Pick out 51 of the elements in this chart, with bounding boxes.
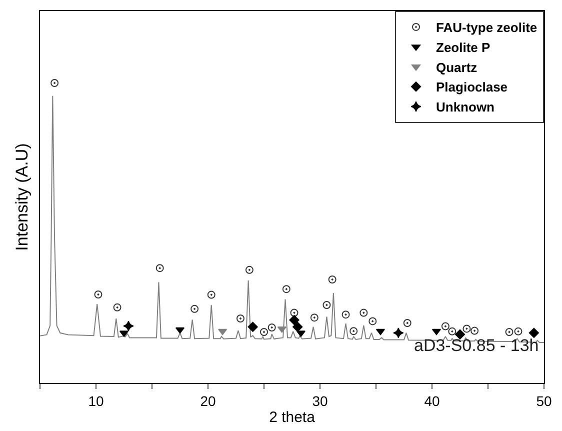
point [350,327,358,336]
point [403,319,412,327]
x-tick-label: 50 [536,392,552,409]
point [207,290,216,299]
point [310,314,318,322]
point [292,322,303,332]
legend-label: Zeolite P [436,40,491,55]
legend-label: Plagioclase [436,80,508,95]
point [448,327,456,336]
point [260,328,268,336]
point [470,326,479,335]
point [175,327,185,334]
point [342,310,350,319]
point [322,301,331,309]
legend-label: FAU-type zeolite [436,20,538,36]
legend-label: Quartz [436,60,478,75]
annotation: aD3-S0.85 - 13h [414,336,539,355]
point [236,314,244,322]
point [432,328,442,336]
point [514,327,522,336]
point [441,322,450,330]
point [290,308,298,317]
y-axis-title: Intensity (A.U) [12,143,32,251]
legend-label: Unknown [436,100,495,115]
point [218,328,228,336]
point [454,329,466,340]
point [528,328,539,338]
x-tick-label: 30 [312,392,328,409]
point [156,264,164,272]
point [393,328,404,338]
point [245,266,254,274]
point [376,328,386,336]
point [268,324,276,332]
point [94,290,102,298]
point [113,303,122,312]
point [368,317,377,326]
point [190,304,199,313]
point [50,79,59,87]
point [505,328,514,336]
x-axis-title: 2 theta [269,408,316,426]
point [277,326,286,333]
point [248,322,258,332]
point [360,308,368,317]
point [289,314,300,326]
point [282,285,290,294]
point [123,320,134,332]
point [462,324,471,333]
x-tick-label: 20 [200,392,216,409]
x-tick-label: 10 [88,392,104,409]
point [328,276,336,284]
x-tick-label: 40 [424,392,440,409]
